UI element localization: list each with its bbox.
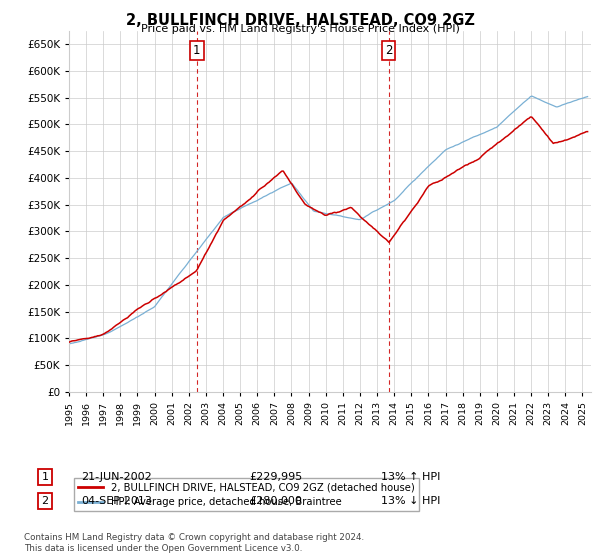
Text: 1: 1 <box>193 44 200 57</box>
Text: 2, BULLFINCH DRIVE, HALSTEAD, CO9 2GZ: 2, BULLFINCH DRIVE, HALSTEAD, CO9 2GZ <box>125 13 475 28</box>
Text: 2: 2 <box>385 44 392 57</box>
Text: Price paid vs. HM Land Registry's House Price Index (HPI): Price paid vs. HM Land Registry's House … <box>140 24 460 34</box>
Text: Contains HM Land Registry data © Crown copyright and database right 2024.
This d: Contains HM Land Registry data © Crown c… <box>24 533 364 553</box>
Text: 2: 2 <box>41 496 49 506</box>
Text: 21-JUN-2002: 21-JUN-2002 <box>81 472 152 482</box>
Text: 13% ↓ HPI: 13% ↓ HPI <box>381 496 440 506</box>
Legend: 2, BULLFINCH DRIVE, HALSTEAD, CO9 2GZ (detached house), HPI: Average price, deta: 2, BULLFINCH DRIVE, HALSTEAD, CO9 2GZ (d… <box>74 478 419 511</box>
Text: £280,000: £280,000 <box>249 496 302 506</box>
Text: £229,995: £229,995 <box>249 472 302 482</box>
Text: 04-SEP-2013: 04-SEP-2013 <box>81 496 152 506</box>
Text: 1: 1 <box>41 472 49 482</box>
Text: 13% ↑ HPI: 13% ↑ HPI <box>381 472 440 482</box>
